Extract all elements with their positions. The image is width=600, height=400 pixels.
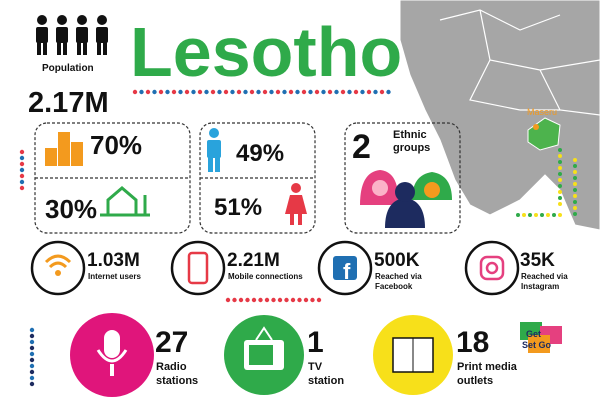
stat-label: Reached via Instagram <box>521 272 568 291</box>
stat-value: 1 <box>307 326 324 359</box>
rural: 30% <box>45 194 97 224</box>
box <box>344 122 461 234</box>
male-icon <box>207 128 221 172</box>
stat-label: Print media outlets <box>457 361 518 387</box>
city-icon <box>45 132 83 166</box>
svg-text:f: f <box>343 259 351 284</box>
title: Lesotho <box>130 13 402 91</box>
male: 49% <box>236 140 284 167</box>
ethnic-label: Ethnic groups <box>393 129 430 154</box>
population-icon <box>36 15 108 55</box>
stat-value: 18 <box>456 326 489 359</box>
female-icon <box>285 183 307 225</box>
digital-icons: f <box>30 240 520 296</box>
stat-value: 1.03M <box>87 250 140 271</box>
urban: 70% <box>90 130 142 160</box>
stat-value: 500K <box>374 250 420 271</box>
logo-text: Get <box>526 329 541 339</box>
stat-value: 35K <box>520 250 555 271</box>
stat-value: 2.21M <box>227 250 280 271</box>
decoration <box>19 89 577 387</box>
media-icons <box>70 313 453 397</box>
logo-text: Set Go <box>522 340 552 350</box>
stat-label: Mobile connections <box>228 272 303 281</box>
female: 51% <box>214 194 262 221</box>
house-icon <box>100 186 150 217</box>
stat-label: Radio stations <box>156 361 198 387</box>
stat-label: Reached via Facebook <box>375 272 422 291</box>
city-label: Maseru <box>527 107 557 117</box>
ethnic-icon <box>360 170 452 228</box>
stat-value: 27 <box>155 326 188 359</box>
logo: Get Set Go <box>520 322 562 353</box>
population-label: Population <box>42 63 94 74</box>
population-value: 2.17M <box>28 87 109 119</box>
map <box>399 0 600 231</box>
stat-label: TV station <box>308 361 344 387</box>
ethnic-count: 2 <box>352 128 371 166</box>
stat-label: Internet users <box>88 272 141 281</box>
